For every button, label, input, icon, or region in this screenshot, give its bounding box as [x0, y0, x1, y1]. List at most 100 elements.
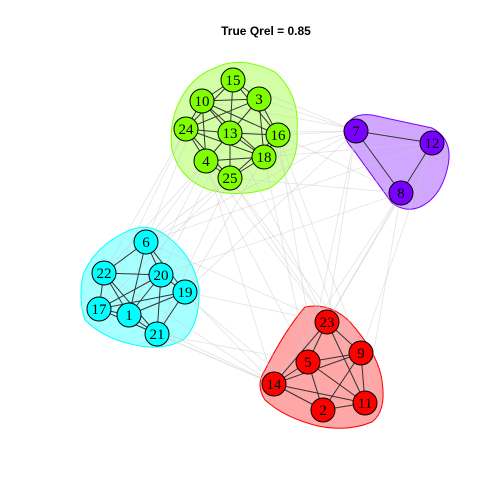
node-label-11: 11: [358, 396, 372, 412]
node-circle-12: [419, 130, 445, 156]
node-circle-8: [388, 180, 414, 206]
node-10: 10: [189, 88, 215, 114]
node-circle-9: [348, 340, 374, 366]
node-20: 20: [148, 262, 174, 288]
node-label-20: 20: [154, 268, 169, 284]
node-circle-16: [265, 122, 291, 148]
edge-13-7: [229, 130, 357, 134]
node-11: 11: [352, 390, 378, 416]
node-label-24: 24: [179, 122, 195, 138]
edge-3-24: [185, 98, 260, 130]
node-circle-22: [91, 260, 117, 286]
node-circle-24: [173, 116, 199, 142]
edge-10-16: [201, 100, 279, 136]
edge-12-9: [360, 142, 433, 354]
node-circle-17: [86, 296, 112, 322]
edge-3-11: [258, 98, 366, 404]
node-circle-3: [246, 86, 272, 112]
node-circle-18: [251, 144, 277, 170]
node-circle-15: [220, 67, 246, 93]
edge-14-11: [273, 383, 366, 404]
node-21: 21: [144, 321, 170, 347]
edge-4-14: [205, 160, 275, 385]
edge-21-5: [156, 333, 309, 363]
node-13: 13: [217, 120, 243, 146]
node-25: 25: [217, 165, 243, 191]
node-label-8: 8: [397, 186, 405, 202]
edge-7-12: [355, 130, 433, 144]
node-24: 24: [173, 116, 199, 142]
edge-16-9: [277, 134, 362, 354]
node-circle-1: [116, 302, 142, 328]
node-circle-4: [193, 148, 219, 174]
node-16: 16: [265, 122, 291, 148]
node-label-9: 9: [357, 346, 365, 362]
node-1: 1: [116, 302, 142, 328]
node-label-13: 13: [223, 126, 238, 142]
edge-24-22: [103, 128, 187, 274]
node-2: 2: [310, 397, 336, 423]
node-label-23: 23: [320, 315, 335, 331]
edge-19-17: [98, 291, 186, 310]
node-9: 9: [348, 340, 374, 366]
edge-4-6: [145, 160, 207, 243]
node-label-6: 6: [142, 235, 150, 251]
edge-19-7: [184, 130, 357, 293]
node-5: 5: [295, 349, 321, 375]
edge-19-14: [184, 291, 275, 385]
node-label-12: 12: [425, 136, 440, 152]
edge-18-19: [184, 156, 265, 293]
edge-25-8: [229, 177, 402, 194]
edge-8-14: [273, 192, 402, 385]
edge-25-23: [229, 177, 328, 323]
node-4: 4: [193, 148, 219, 174]
node-14: 14: [261, 371, 287, 397]
edge-13-23: [229, 132, 328, 323]
node-label-5: 5: [304, 355, 312, 371]
node-label-10: 10: [195, 94, 210, 110]
node-22: 22: [91, 260, 117, 286]
node-label-21: 21: [150, 327, 165, 343]
node-19: 19: [172, 279, 198, 305]
edge-18-12: [263, 142, 433, 158]
edge-4-22: [103, 160, 207, 274]
edge-13-20: [160, 132, 231, 276]
node-label-3: 3: [255, 92, 263, 108]
node-18: 18: [251, 144, 277, 170]
node-circle-13: [217, 120, 243, 146]
edge-12-23: [326, 142, 433, 323]
node-8: 8: [388, 180, 414, 206]
edge-10-12: [201, 100, 433, 144]
edge-22-14: [103, 272, 275, 385]
edge-20-8: [160, 192, 402, 276]
node-label-15: 15: [226, 73, 241, 89]
edge-8-11: [364, 192, 402, 404]
node-circle-19: [172, 279, 198, 305]
node-circle-7: [343, 118, 369, 144]
node-label-14: 14: [267, 377, 283, 393]
node-12: 12: [419, 130, 445, 156]
node-circle-14: [261, 371, 287, 397]
edge-16-7: [277, 130, 357, 136]
node-23: 23: [314, 309, 340, 335]
node-label-19: 19: [178, 285, 193, 301]
node-label-18: 18: [257, 150, 272, 166]
edge-6-23: [145, 241, 328, 323]
node-circle-2: [310, 397, 336, 423]
edge-18-5: [263, 156, 309, 363]
edge-7-23: [326, 130, 357, 323]
diagram-title: True Qrel = 0.85: [221, 24, 311, 38]
nodes: 15 10 3 24 13 16 18 4 25 7 12 8 6 22 20 19 17 1 21 23 5 9 14 2 1…: [86, 67, 445, 423]
edge-3-7: [258, 98, 357, 132]
node-label-16: 16: [271, 128, 287, 144]
node-circle-21: [144, 321, 170, 347]
node-circle-20: [148, 262, 174, 288]
node-label-22: 22: [97, 266, 112, 282]
node-label-2: 2: [319, 403, 327, 419]
edge-16-8: [277, 134, 402, 194]
node-7: 7: [343, 118, 369, 144]
between-group-edges: [98, 79, 433, 411]
edge-6-12: [145, 142, 433, 243]
node-15: 15: [220, 67, 246, 93]
